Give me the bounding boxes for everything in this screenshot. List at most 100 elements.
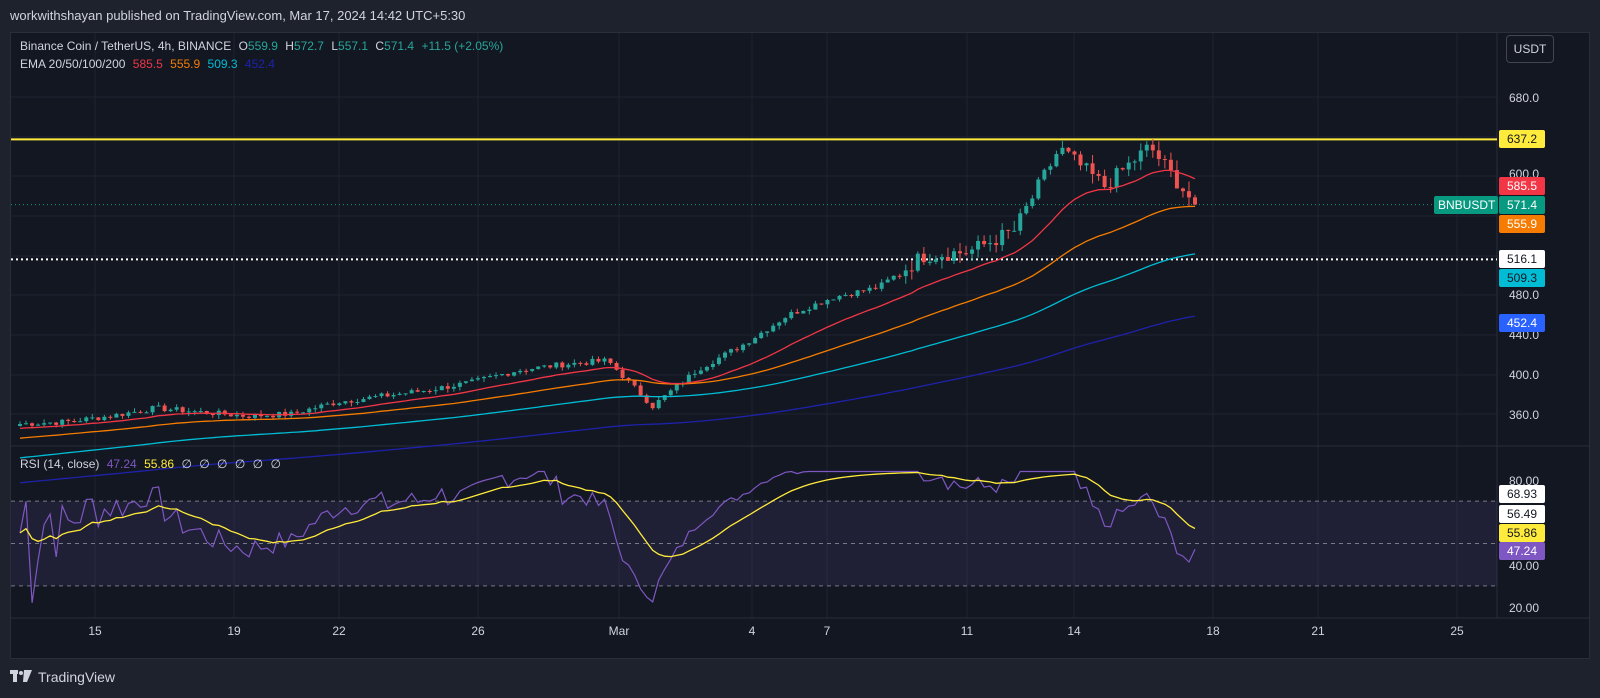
candle-body: [253, 413, 257, 418]
rsi-ma-label: 55.86: [1499, 524, 1545, 542]
candle-body: [144, 412, 149, 414]
candle-body: [1108, 187, 1113, 189]
close-label: C: [375, 39, 385, 53]
candle-body: [84, 417, 89, 422]
candle-body: [656, 399, 661, 409]
candle-body: [54, 422, 59, 425]
time-tick: 11: [960, 624, 974, 638]
candle-body: [747, 343, 752, 345]
price-tick: 480.0: [1508, 288, 1540, 302]
candle-body: [1012, 230, 1017, 232]
candle-body: [1156, 150, 1161, 160]
candle-body: [1054, 154, 1059, 167]
ema-legend: EMA 20/50/100/200 585.5 555.9 509.3 452.…: [20, 57, 279, 71]
candle-body: [548, 365, 553, 368]
currency-button[interactable]: USDT: [1506, 35, 1554, 63]
candle-body: [102, 416, 107, 421]
candle-body: [246, 416, 251, 418]
candle-body: [1138, 150, 1143, 162]
candle-body: [735, 349, 740, 351]
candle-body: [283, 411, 288, 416]
candle-body: [397, 393, 402, 395]
candle-body: [1006, 229, 1011, 231]
rsi-band: [11, 501, 1497, 586]
candle-body: [192, 411, 197, 413]
candle-body: [361, 399, 366, 403]
ema100-line: [19, 253, 1196, 459]
candle-body: [927, 261, 932, 263]
resistance-price-label: 637.2: [1499, 130, 1545, 148]
candle-body: [608, 358, 613, 364]
candle-body: [180, 407, 185, 413]
candle-body: [367, 396, 372, 400]
ema20-line: [19, 169, 1196, 430]
candle-body: [933, 259, 938, 262]
candle-body: [156, 405, 161, 407]
change-value: +11.5 (+2.05%): [421, 39, 504, 53]
candle-body: [789, 312, 794, 319]
footer-brand: TradingView: [38, 669, 116, 685]
support-price-label: 516.1: [1499, 250, 1545, 268]
candle-body: [843, 294, 848, 296]
symbol-tag: BNBUSDT: [1434, 196, 1498, 214]
candle-body: [867, 287, 872, 291]
candle-body: [421, 390, 426, 392]
candle-body: [301, 412, 306, 414]
close-value: 571.4: [384, 39, 415, 53]
candle-body: [343, 401, 348, 404]
ema200-value: 452.4: [244, 57, 275, 71]
candle-body: [72, 420, 77, 422]
candle-body: [602, 358, 607, 362]
rsi-ma-line: [19, 471, 1196, 558]
candle-body: [1132, 161, 1137, 163]
candle-body: [819, 303, 824, 305]
time-tick: 15: [88, 624, 102, 638]
candle-body: [674, 384, 679, 391]
candle-body: [855, 290, 860, 297]
time-tick: Mar: [608, 624, 630, 638]
candle-body: [1078, 154, 1083, 166]
candle-body: [626, 377, 631, 381]
candle-body: [337, 403, 342, 406]
candle-body: [723, 352, 727, 358]
candle-body: [686, 374, 691, 384]
candle-body: [307, 408, 312, 413]
symbol-legend: Binance Coin / TetherUS, 4h, BINANCE O55…: [20, 39, 507, 53]
candle-body: [60, 419, 65, 425]
candle-body: [1018, 213, 1023, 231]
candle-body: [198, 410, 203, 412]
open-value: 559.9: [247, 39, 278, 53]
ema20-price-label: 585.5: [1499, 177, 1545, 195]
price-tick: 680.0: [1508, 91, 1540, 105]
candle-body: [174, 407, 179, 410]
candle-body: [439, 386, 444, 391]
candle-body: [530, 369, 535, 371]
candle-body: [325, 403, 330, 405]
candle-body: [1096, 173, 1101, 176]
candle-body: [572, 362, 577, 365]
candle-body: [729, 349, 734, 353]
candle-body: [24, 423, 29, 425]
candle-body: [1042, 169, 1047, 180]
ema-title: EMA 20/50/100/200: [20, 57, 126, 71]
candle-body: [813, 303, 818, 310]
candle-body: [36, 424, 41, 426]
candle-body: [415, 390, 420, 392]
rsi-empty-3: ∅: [217, 457, 228, 471]
candle-body: [114, 413, 119, 418]
candle-body: [964, 253, 969, 255]
candle-body: [837, 295, 842, 300]
rsi-mid-label: 56.49: [1499, 505, 1545, 523]
candle-body: [1193, 197, 1197, 205]
ema100-value: 509.3: [207, 57, 238, 71]
candle-body: [578, 362, 583, 364]
candle-body: [596, 358, 601, 362]
ema20-value: 585.5: [132, 57, 163, 71]
rsi-empty-2: ∅: [199, 457, 210, 471]
candle-body: [807, 309, 812, 311]
low-value: 557.1: [338, 39, 369, 53]
candle-body: [662, 395, 667, 400]
candle-body: [1048, 166, 1053, 170]
candle-body: [295, 411, 300, 413]
